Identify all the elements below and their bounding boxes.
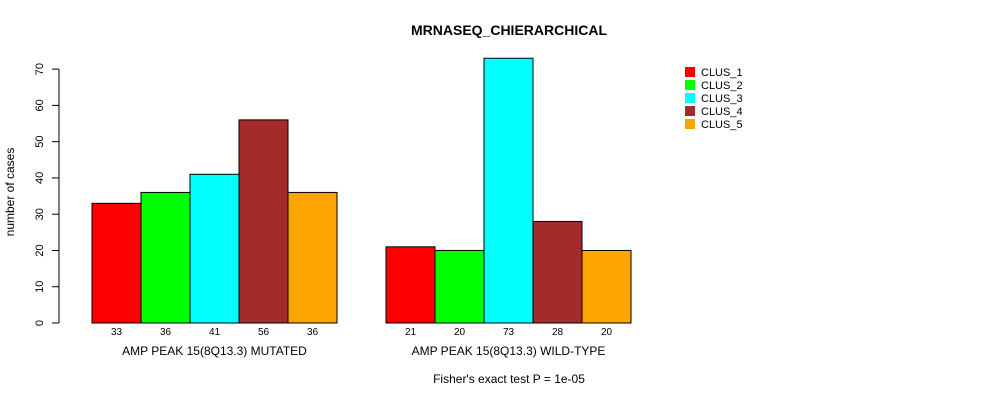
bar-clus-2-group-2 [434, 249, 485, 324]
bar-value-label: 33 [111, 327, 123, 338]
legend-swatch [685, 93, 695, 103]
bar-clus-1-group-2 [385, 246, 436, 324]
bar-value-label: 28 [552, 327, 564, 338]
group-labels: AMP PEAK 15(8Q13.3) MUTATED AMP PEAK 15(8… [122, 344, 605, 358]
bar-value-label: 56 [258, 327, 270, 338]
bar-clus-5-group-1 [287, 191, 338, 324]
y-tick-label: 40 [34, 172, 46, 184]
bar-clus-3-group-2 [483, 57, 534, 324]
bar-value-label: 20 [601, 327, 613, 338]
y-axis-ticks: 0 10 20 30 40 50 60 70 [34, 63, 59, 326]
y-tick-label: 50 [34, 136, 46, 148]
bar-value-label: 73 [503, 327, 515, 338]
chart-title: MRNASEQ_CHIERARCHICAL [411, 22, 607, 38]
y-tick-label: 70 [34, 63, 46, 75]
y-axis-label: number of cases [3, 148, 17, 237]
legend-label: CLUS_2 [701, 80, 743, 92]
bar-clus-1-group-1 [91, 202, 142, 324]
group-label: AMP PEAK 15(8Q13.3) MUTATED [122, 344, 307, 358]
y-tick-label: 10 [34, 281, 46, 293]
bar-clus-5-group-2 [581, 249, 632, 324]
legend-label: CLUS_1 [701, 67, 743, 79]
legend-swatch [685, 106, 695, 116]
fisher-test-footnote: Fisher's exact test P = 1e-05 [433, 372, 585, 386]
bar-value-label: 36 [307, 327, 319, 338]
bar-value-label: 21 [405, 327, 417, 338]
legend-label: CLUS_3 [701, 93, 743, 105]
bar-value-label: 36 [160, 327, 172, 338]
bar-value-label: 41 [209, 327, 221, 338]
legend-swatch [685, 67, 695, 77]
y-tick-label: 60 [34, 99, 46, 111]
bar-clus-3-group-1 [189, 173, 240, 324]
legend-label: CLUS_4 [701, 106, 743, 118]
group-label: AMP PEAK 15(8Q13.3) WILD-TYPE [412, 344, 606, 358]
y-tick-label: 0 [34, 320, 46, 326]
legend-label: CLUS_5 [701, 119, 743, 131]
y-tick-label: 20 [34, 244, 46, 256]
y-tick-label: 30 [34, 208, 46, 220]
bar-clus-2-group-1 [140, 191, 191, 324]
bar-value-label: 20 [454, 327, 466, 338]
legend-swatch [685, 80, 695, 90]
legend-swatch [685, 119, 695, 129]
bar-value-labels: 33 36 41 56 36 21 20 73 28 20 [111, 327, 613, 338]
bars [91, 57, 632, 324]
bar-clus-4-group-2 [532, 220, 583, 324]
bar-clus-4-group-1 [238, 119, 289, 324]
